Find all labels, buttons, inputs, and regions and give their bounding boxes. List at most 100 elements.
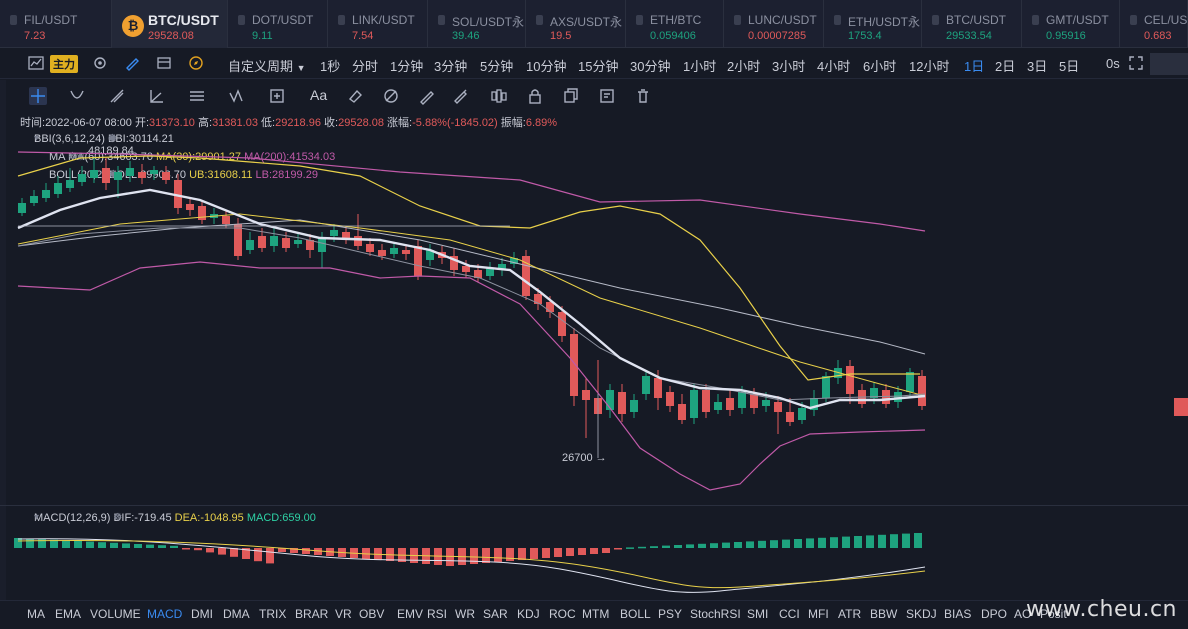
save-icon[interactable] — [156, 55, 172, 71]
ticker-7[interactable]: LUNC/USDT 0.00007285 — [724, 0, 824, 48]
period-option[interactable]: 6小时 — [863, 59, 897, 74]
candlestick-chart[interactable] — [0, 128, 1176, 503]
trash-icon[interactable] — [634, 87, 652, 105]
period-option[interactable]: 1分钟 — [390, 59, 424, 74]
indicator-tab[interactable]: WR — [455, 607, 475, 621]
indicator-tab[interactable]: BRAR — [295, 607, 329, 621]
indicator-tab[interactable]: BIAS — [944, 607, 972, 621]
period-option[interactable]: 1小时 — [683, 59, 717, 74]
indicator-tab[interactable]: SAR — [483, 607, 508, 621]
ticker-3[interactable]: LINK/USDT 7.54 — [328, 0, 428, 48]
eraser-icon[interactable] — [346, 87, 364, 105]
period-option[interactable]: 4小时 — [817, 59, 851, 74]
period-option[interactable]: 12小时 — [909, 59, 950, 74]
indicator-tab[interactable]: TRIX — [259, 607, 287, 621]
collapse-icon[interactable]: ▾ — [34, 133, 40, 144]
indicator-tab[interactable]: CCI — [779, 607, 800, 621]
period-option[interactable]: 10分钟 — [526, 59, 567, 74]
gear-icon[interactable]: ⚙ — [67, 151, 77, 162]
close-icon[interactable]: ✕ — [67, 151, 77, 162]
indicator-tab[interactable]: MACD — [147, 607, 183, 621]
indicator-tab[interactable]: OBV — [359, 607, 385, 621]
period-option[interactable]: 30分钟 — [630, 59, 671, 74]
ticker-8[interactable]: ETH/USDT永 1753.4 — [824, 0, 922, 48]
indicator-tab[interactable]: KDJ — [517, 607, 540, 621]
indicator-tab[interactable]: PSY — [658, 607, 683, 621]
custom-period-dropdown[interactable]: 自定义周期 ▼ — [228, 56, 306, 75]
ticker-6[interactable]: ETH/BTC 0.059406 — [626, 0, 724, 48]
ticker-4[interactable]: SOL/USDT永 39.46 — [428, 0, 526, 48]
ray-icon[interactable] — [108, 87, 126, 105]
eye-icon[interactable]: ◉ — [108, 169, 118, 180]
period-option[interactable]: 3分钟 — [434, 59, 468, 74]
text-tool-icon[interactable]: Aa — [310, 87, 328, 103]
indicator-tab[interactable]: DMA — [223, 607, 250, 621]
close-icon[interactable]: ✕ — [113, 512, 122, 523]
indicator-tab[interactable]: DPO — [981, 607, 1008, 621]
pen-icon[interactable] — [418, 87, 436, 105]
indicator-tab[interactable]: StochRSI — [690, 607, 741, 621]
period-option[interactable]: 15分钟 — [578, 59, 619, 74]
ticker-11[interactable]: CEL/USDT 0.683 — [1120, 0, 1188, 48]
lock-icon[interactable] — [526, 87, 544, 105]
indicator-tab[interactable]: AO — [1014, 607, 1032, 621]
indicator-tab[interactable]: ATR — [838, 607, 862, 621]
indicator-tab[interactable]: SMI — [747, 607, 769, 621]
indicator-tab[interactable]: MA — [27, 607, 45, 621]
indicator-tab[interactable]: SKDJ — [906, 607, 937, 621]
period-option[interactable]: 1秒 — [320, 59, 341, 74]
close-icon[interactable]: ✕ — [108, 169, 118, 180]
ticker-5[interactable]: AXS/USDT永 19.5 — [526, 0, 626, 48]
crosshair-icon[interactable] — [29, 87, 47, 105]
period-option[interactable]: 1日 — [964, 59, 985, 74]
trend-angle-icon[interactable] — [148, 87, 166, 105]
compass-icon[interactable] — [188, 55, 204, 71]
indicator-tab[interactable]: EMV — [397, 607, 424, 621]
period-option[interactable]: 3小时 — [772, 59, 806, 74]
notes-icon[interactable] — [598, 87, 616, 105]
parallel-lines-icon[interactable] — [188, 87, 206, 105]
ticker-10[interactable]: GMT/USDT 0.95916 — [1022, 0, 1120, 48]
ticker-9[interactable]: BTC/USDT 29533.54 — [922, 0, 1022, 48]
ticker-1[interactable]: ₿ BTC/USDT 29528.08 — [112, 0, 228, 48]
period-option[interactable]: 2小时 — [727, 59, 761, 74]
period-option[interactable]: 5日 — [1059, 59, 1080, 74]
indicator-tab[interactable]: VR — [335, 607, 352, 621]
ticker-2[interactable]: DOT/USDT 9.11 — [228, 0, 328, 48]
period-option[interactable]: 分时 — [352, 59, 379, 74]
indicator-tab[interactable]: MFI — [808, 607, 829, 621]
indicator-tab[interactable]: EMA — [55, 607, 82, 621]
hide-icon[interactable] — [382, 87, 400, 105]
indicator-tab[interactable]: VOLUME — [90, 607, 141, 621]
measure-icon[interactable] — [490, 87, 508, 105]
indicator-tab[interactable]: ROC — [549, 607, 576, 621]
macd-chart[interactable] — [0, 525, 1176, 600]
indicator-tab[interactable]: Posit — [1040, 607, 1067, 621]
period-option[interactable]: 5分钟 — [480, 59, 514, 74]
fullscreen-icon[interactable] — [1128, 55, 1144, 71]
eye-icon[interactable]: ◉ — [108, 133, 117, 144]
gear-icon[interactable]: ⚙ — [108, 169, 118, 180]
gear-icon[interactable]: ⚙ — [113, 512, 123, 523]
ticker-0[interactable]: FIL/USDT 7.23 — [0, 0, 112, 48]
pane-divider[interactable] — [0, 505, 1188, 506]
panel-toggle-button[interactable] — [1150, 53, 1188, 75]
gear-icon[interactable]: ⚙ — [108, 133, 117, 144]
indicator-tab[interactable]: RSI — [427, 607, 448, 621]
collapse-icon[interactable]: ▾ — [34, 512, 40, 523]
indicator-tab[interactable]: DMI — [191, 607, 213, 621]
indicator-tab[interactable]: BOLL — [620, 607, 651, 621]
curve-icon[interactable] — [68, 87, 86, 105]
eye-icon[interactable]: ◉ — [75, 151, 85, 162]
indicator-tab[interactable]: MTM — [582, 607, 610, 621]
wave-icon[interactable] — [228, 87, 246, 105]
chart-type-icon[interactable] — [28, 55, 44, 71]
brush-icon[interactable] — [452, 87, 470, 105]
close-icon[interactable]: ✕ — [108, 133, 117, 144]
period-option[interactable]: 3日 — [1027, 59, 1048, 74]
draw-toggle-icon[interactable] — [124, 55, 140, 71]
copy-icon[interactable] — [562, 87, 580, 105]
box-icon[interactable] — [268, 87, 286, 105]
main-force-button[interactable]: 主力 — [50, 55, 78, 73]
settings-icon[interactable] — [92, 55, 108, 71]
